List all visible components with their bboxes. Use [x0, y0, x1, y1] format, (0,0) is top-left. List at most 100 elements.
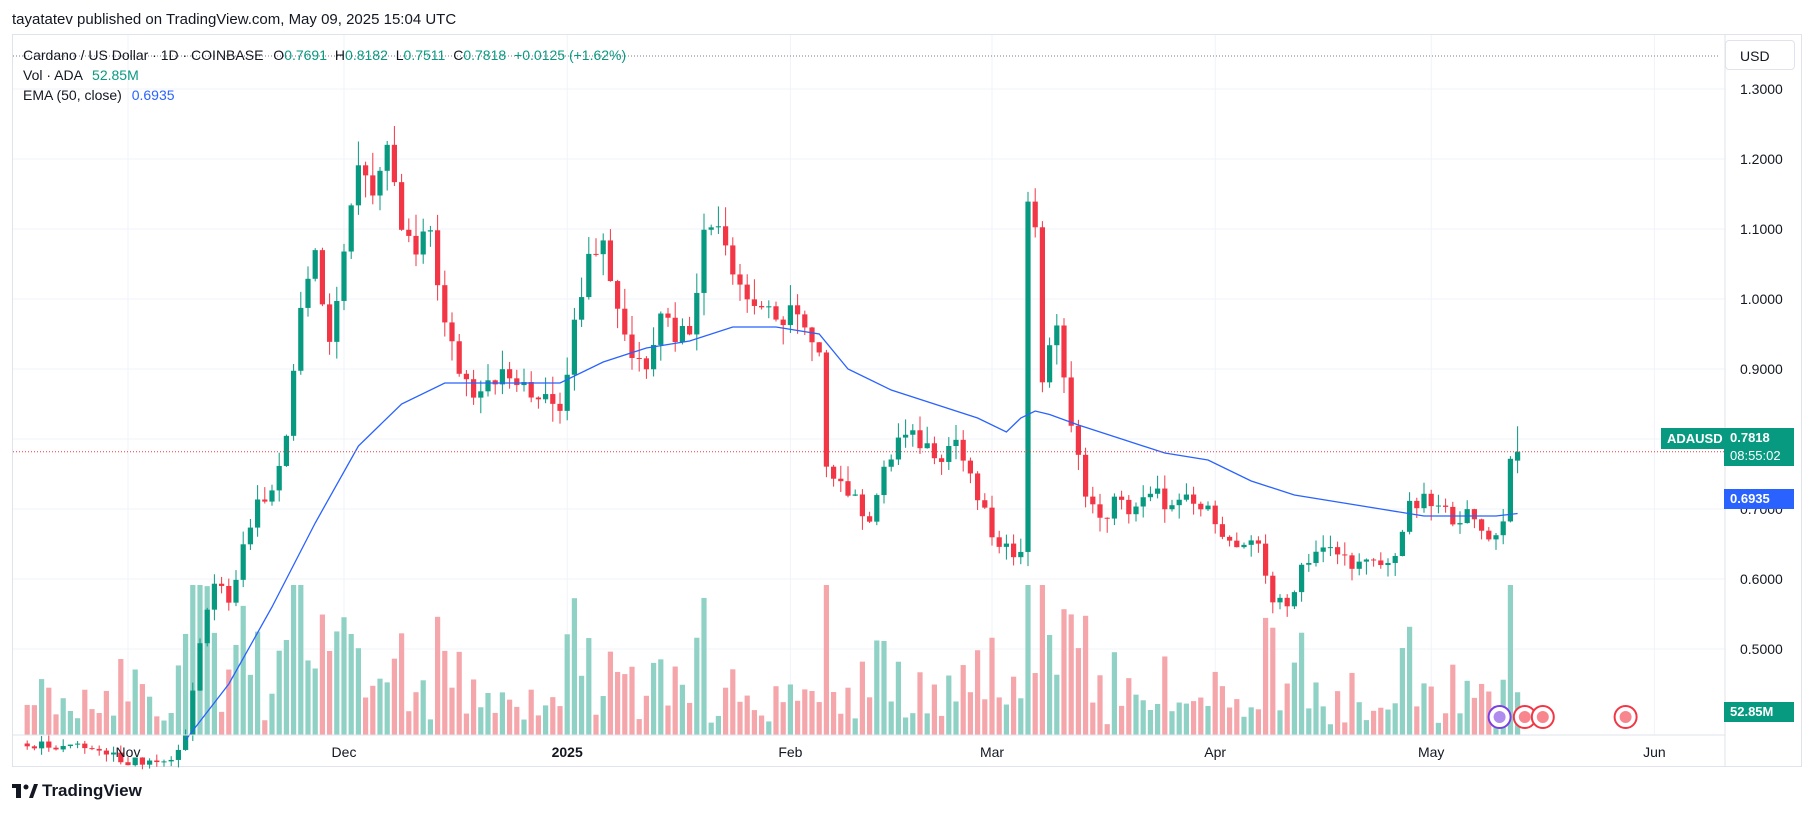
- candle-body: [759, 305, 765, 308]
- candle-body: [672, 317, 678, 343]
- economic-event-flag-icon[interactable]: [1613, 705, 1638, 729]
- volume-bar: [355, 648, 361, 735]
- volume-bar: [651, 662, 657, 735]
- volume-bar: [219, 711, 225, 735]
- volume-bar: [211, 632, 217, 735]
- candle-body: [377, 170, 383, 196]
- candle-body: [154, 760, 160, 763]
- volume-bar: [492, 712, 498, 735]
- candle-body: [953, 439, 959, 447]
- volume-bar: [478, 707, 484, 735]
- tradingview-logo-icon: [12, 784, 38, 798]
- candle-body: [204, 609, 210, 644]
- volume-bar: [399, 633, 405, 735]
- candle-body: [1320, 547, 1326, 552]
- candle-body: [571, 319, 577, 375]
- volume-bar: [1263, 617, 1269, 735]
- volume-bar: [845, 687, 851, 735]
- event-markers[interactable]: [1487, 705, 1638, 729]
- volume-bar: [579, 675, 585, 735]
- volume-bar: [1277, 710, 1283, 735]
- volume-bar: [593, 714, 599, 735]
- volume-bar: [67, 710, 73, 735]
- volume-bar: [1371, 710, 1377, 735]
- volume-bar: [975, 650, 981, 735]
- y-tick-label: 1.3000: [1740, 81, 1783, 97]
- volume-bar: [1407, 626, 1413, 735]
- volume-bar: [773, 686, 779, 735]
- volume-bar: [341, 617, 347, 735]
- volume-bar: [708, 722, 714, 735]
- candle-body: [528, 382, 534, 398]
- economic-event-flag-icon[interactable]: [1512, 705, 1537, 729]
- volume-bar: [629, 666, 635, 735]
- volume-bar: [168, 713, 174, 735]
- event-marker-dot: [1619, 711, 1632, 723]
- candle-body: [723, 226, 729, 246]
- volume-bar: [53, 714, 59, 735]
- candle-body: [831, 466, 837, 479]
- volume-bar: [1227, 707, 1233, 735]
- ema-value: 0.6935: [131, 87, 175, 103]
- candle-body: [622, 308, 628, 335]
- volume-bar: [1299, 632, 1305, 735]
- candle-body: [1313, 551, 1319, 563]
- candle-body: [240, 544, 246, 580]
- volume-bar: [507, 699, 513, 735]
- volume-bar: [1421, 683, 1427, 735]
- ema-label[interactable]: EMA (50, close): [23, 87, 122, 103]
- volume-bar: [1047, 635, 1053, 735]
- volume-bar: [1284, 683, 1290, 735]
- volume-bar: [557, 706, 563, 735]
- ema-line: [185, 326, 1518, 741]
- candle-body: [118, 752, 124, 763]
- volume-bar: [694, 637, 700, 735]
- candle-body: [67, 744, 73, 747]
- currency-button[interactable]: USD: [1725, 40, 1795, 70]
- volume-bar: [874, 640, 880, 735]
- candle-body: [492, 380, 498, 385]
- volume-bar: [456, 651, 462, 735]
- candle-body: [780, 319, 786, 326]
- event-marker-dot: [1493, 711, 1506, 723]
- earnings-event-icon[interactable]: [1487, 705, 1512, 729]
- volume-bar: [809, 691, 815, 735]
- candle-body: [1025, 201, 1031, 552]
- candle-body: [838, 478, 844, 482]
- volume-bar: [391, 658, 397, 735]
- volume-bar: [996, 697, 1002, 735]
- volume-bar: [60, 698, 66, 735]
- volume-bar: [1270, 627, 1276, 735]
- volume-bar: [1219, 686, 1225, 735]
- y-tick-label: 1.2000: [1740, 151, 1783, 167]
- chart-frame[interactable]: [12, 34, 1802, 767]
- volume-bar: [154, 716, 160, 735]
- volume-bar: [247, 674, 253, 735]
- volume-bar: [679, 684, 685, 735]
- candle-body: [255, 499, 261, 528]
- economic-event-flag-icon[interactable]: [1530, 705, 1555, 729]
- high-label: H: [334, 47, 346, 63]
- volume-label[interactable]: Vol · ADA: [23, 67, 83, 83]
- volume-bar: [665, 705, 671, 735]
- volume-bar: [1255, 709, 1261, 735]
- tradingview-logo[interactable]: TradingView: [12, 781, 142, 801]
- volume-bar: [989, 637, 995, 735]
- candle-body: [946, 446, 952, 462]
- volume-bar: [737, 701, 743, 735]
- volume-bar: [370, 685, 376, 735]
- volume-bar: [118, 659, 124, 735]
- volume-bar: [571, 598, 577, 735]
- candle-body: [175, 749, 181, 760]
- volume-bar: [622, 674, 628, 735]
- volume-bar: [643, 695, 649, 735]
- volume-bar: [744, 695, 750, 735]
- volume-bar: [751, 710, 757, 735]
- volume-bar: [1054, 674, 1060, 735]
- volume-bar: [924, 713, 930, 735]
- candle-body: [1011, 543, 1017, 558]
- symbol-description[interactable]: Cardano / US Dollar · 1D · COINBASE: [23, 47, 264, 63]
- candle-body: [463, 373, 469, 380]
- volume-bar: [132, 669, 138, 735]
